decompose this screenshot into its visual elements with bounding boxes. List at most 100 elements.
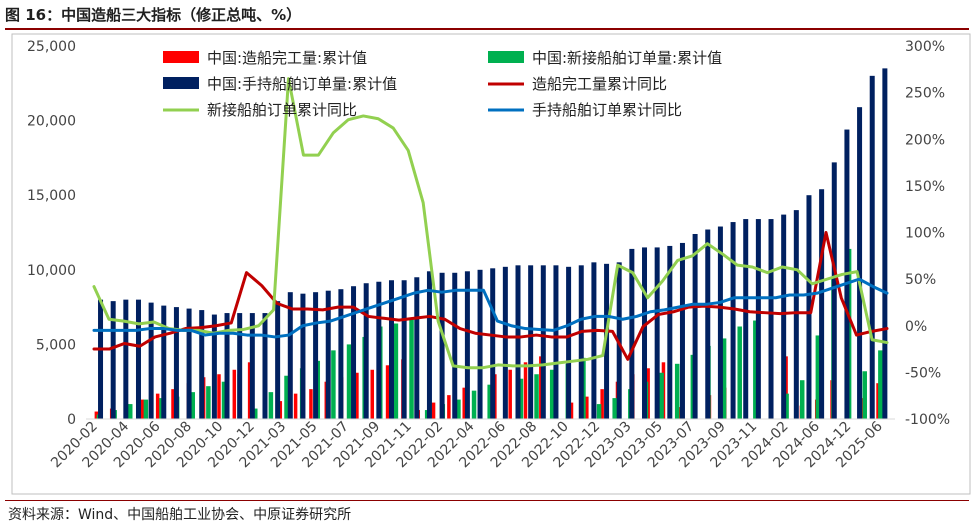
- bar: [452, 272, 458, 419]
- bar: [629, 248, 635, 419]
- bar: [431, 402, 436, 419]
- bar: [140, 399, 145, 419]
- bar: [566, 266, 572, 419]
- bar: [161, 305, 167, 419]
- bar: [523, 362, 528, 419]
- legend-label: 造船完工量累计同比: [532, 75, 667, 93]
- bar: [518, 378, 524, 419]
- bar: [309, 389, 313, 419]
- bar: [211, 314, 217, 419]
- bar: [148, 302, 154, 419]
- bar: [878, 350, 883, 419]
- bar: [439, 272, 445, 419]
- bar: [363, 283, 369, 419]
- right-tick-label: -50%: [905, 365, 941, 381]
- left-tick-label: 25,000: [27, 39, 76, 55]
- right-tick-label: 0%: [905, 319, 927, 335]
- bar: [237, 313, 243, 419]
- bar: [753, 320, 758, 419]
- bar: [173, 307, 179, 419]
- bar: [143, 399, 149, 419]
- bar: [155, 393, 160, 419]
- bar: [355, 372, 359, 419]
- bar: [679, 242, 685, 419]
- left-tick-label: 20,000: [27, 114, 76, 130]
- bar: [127, 404, 133, 419]
- bar: [351, 286, 357, 419]
- chart-svg: 0 5,000 10,000 15,000 20,000 25,000 -100% -50% 0…: [11, 33, 971, 495]
- bar: [490, 268, 496, 419]
- right-tick-label: 250%: [905, 86, 945, 102]
- bar: [674, 363, 680, 419]
- chart-container: 0 5,000 10,000 15,000 20,000 25,000 -100% -50% 0…: [0, 30, 977, 500]
- bar: [224, 313, 230, 419]
- bar: [393, 323, 399, 419]
- bar: [331, 350, 336, 419]
- bar: [284, 375, 289, 419]
- legend: 中国:造船完工量:累计值 中国:新接船舶订单量:累计值中国:手持船舶订单量:累计值…: [163, 49, 722, 119]
- bar: [857, 107, 863, 420]
- bar: [612, 398, 617, 419]
- bar: [508, 369, 512, 419]
- bar: [300, 293, 306, 419]
- bar: [135, 299, 141, 419]
- bar: [190, 392, 195, 419]
- bar: [401, 280, 407, 419]
- bar: [528, 265, 534, 419]
- bar: [487, 384, 492, 419]
- left-tick-label: 0: [67, 412, 76, 428]
- bar: [585, 396, 589, 419]
- bar: [737, 326, 742, 419]
- bar: [232, 369, 237, 419]
- bar: [815, 335, 821, 419]
- bar: [388, 280, 394, 419]
- legend-label: 中国:新接船舶订单量:累计值: [532, 49, 722, 67]
- bar: [806, 195, 812, 419]
- bar: [249, 313, 255, 419]
- bar: [171, 389, 175, 419]
- bar: [534, 374, 539, 419]
- bar: [253, 408, 258, 419]
- bar: [338, 289, 344, 419]
- bar: [370, 369, 374, 419]
- bar: [275, 301, 281, 419]
- page-title: 图 16：中国造船三大指标（修正总吨、%）: [5, 6, 302, 24]
- right-tick-label: 200%: [905, 132, 945, 148]
- bar: [667, 245, 673, 419]
- bar: [876, 383, 880, 419]
- bar: [221, 381, 227, 419]
- bar: [447, 395, 451, 419]
- line-series-3: [92, 277, 889, 339]
- bar: [799, 380, 805, 419]
- left-tick-label: 15,000: [27, 188, 76, 204]
- bar: [462, 387, 466, 419]
- bar: [217, 374, 221, 419]
- bar: [98, 299, 104, 419]
- bar: [721, 338, 727, 419]
- bar: [376, 281, 382, 419]
- bar: [94, 411, 99, 419]
- legend-swatch: [163, 51, 199, 63]
- bar: [287, 292, 293, 419]
- bar: [199, 310, 205, 419]
- footer-divider: [5, 500, 969, 501]
- bar: [262, 313, 268, 419]
- bar: [743, 219, 749, 419]
- bar: [540, 265, 546, 419]
- right-tick-label: 150%: [905, 179, 945, 195]
- bar: [730, 222, 736, 419]
- right-tick-label: 50%: [905, 272, 936, 288]
- bar: [268, 392, 274, 419]
- bar: [692, 233, 698, 419]
- bar: [278, 401, 283, 419]
- bar: [409, 317, 414, 419]
- bar: [426, 271, 432, 419]
- bar: [464, 271, 470, 419]
- bar: [206, 386, 211, 419]
- title-divider: [5, 28, 969, 30]
- bar: [819, 189, 825, 419]
- bar: [110, 301, 116, 419]
- bar: [717, 226, 723, 419]
- bar: [591, 262, 597, 419]
- legend-label: 手持船舶订单累计同比: [532, 101, 682, 119]
